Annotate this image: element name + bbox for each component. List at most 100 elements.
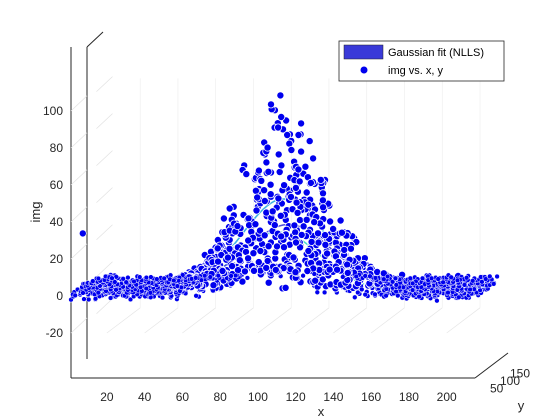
- data-point: [346, 244, 355, 253]
- x-tick-label: 20: [100, 390, 114, 404]
- data-point: [159, 294, 166, 301]
- grid-line: [70, 132, 88, 149]
- z-tick-label: 0: [56, 289, 63, 303]
- data-point: [291, 183, 300, 192]
- data-point: [252, 206, 261, 215]
- data-point: [263, 256, 272, 265]
- data-point: [193, 293, 199, 299]
- data-point: [274, 150, 283, 159]
- grid-line: [182, 307, 216, 334]
- data-point: [320, 231, 329, 240]
- data-point: [255, 226, 264, 235]
- data-point: [233, 222, 242, 231]
- data-point: [463, 275, 470, 281]
- data-point: [148, 274, 154, 280]
- data-point: [223, 253, 232, 262]
- data-point: [283, 130, 292, 139]
- data-point: [86, 296, 92, 303]
- x-tick-labels: 20 40 60 80 100 120 140 160 180 200: [100, 390, 457, 404]
- data-point: [389, 279, 396, 285]
- x-tick-label: 160: [361, 390, 381, 404]
- z-tick-label: 20: [50, 252, 64, 266]
- x-tick-label: 180: [399, 390, 419, 404]
- data-point: [321, 289, 328, 296]
- grid-line: [96, 76, 113, 92]
- data-point: [291, 268, 300, 277]
- data-point: [409, 287, 416, 293]
- data-point: [316, 175, 325, 184]
- data-point: [435, 276, 441, 282]
- x-tick-label: 80: [213, 390, 227, 404]
- grid-line: [96, 150, 113, 166]
- legend-swatch-gaussian-fit: [343, 44, 384, 60]
- axes-box: [70, 31, 509, 379]
- data-point: [297, 119, 306, 128]
- grid-line: [70, 169, 88, 186]
- data-point: [321, 240, 330, 249]
- data-point: [294, 130, 303, 139]
- z-tick-labels: -20 0 20 40 60 80 100: [43, 104, 63, 340]
- grid-line: [446, 307, 481, 334]
- data-point: [434, 298, 440, 304]
- y-axis-title: y: [518, 398, 525, 413]
- data-point: [276, 91, 285, 100]
- data-point: [314, 238, 323, 247]
- data-point: [262, 263, 271, 272]
- data-point: [381, 276, 387, 282]
- grid-line: [144, 307, 179, 334]
- back-top-edge: [86, 31, 104, 48]
- z-tick-label: 40: [50, 215, 64, 229]
- data-point: [174, 283, 181, 289]
- data-point: [470, 278, 476, 284]
- data-point: [276, 211, 285, 220]
- data-point: [228, 273, 234, 279]
- data-point: [494, 273, 500, 280]
- data-point: [419, 275, 426, 281]
- data-point: [253, 193, 262, 202]
- data-point: [306, 178, 315, 187]
- data-point: [215, 273, 221, 279]
- x-tick-label: 120: [286, 390, 306, 404]
- data-point: [274, 123, 283, 132]
- data-point: [294, 165, 303, 174]
- data-point: [392, 275, 399, 281]
- data-point: [249, 266, 258, 275]
- data-point: [78, 229, 87, 238]
- data-point: [353, 273, 359, 280]
- data-point: [280, 181, 289, 190]
- scatter-points: [68, 91, 500, 304]
- x-tick-label: 40: [138, 390, 152, 404]
- data-point: [279, 243, 288, 252]
- legend-label-gaussian-fit: Gaussian fit (NLLS): [388, 47, 484, 59]
- data-point: [325, 265, 334, 274]
- data-point: [268, 207, 277, 216]
- grid-line: [96, 261, 113, 277]
- grid-line: [257, 307, 292, 334]
- data-point: [461, 282, 468, 288]
- data-point: [323, 249, 332, 258]
- z-axis-title: img: [28, 202, 43, 223]
- data-point: [233, 266, 242, 275]
- y-tick-label: 100: [500, 374, 520, 388]
- data-point: [303, 266, 312, 275]
- data-point: [244, 214, 253, 223]
- data-point: [137, 284, 144, 290]
- data-point: [277, 161, 286, 170]
- data-point: [487, 273, 493, 280]
- data-point: [256, 246, 265, 255]
- z-tick-label: 60: [50, 178, 64, 192]
- data-point: [123, 279, 129, 285]
- data-point: [286, 192, 295, 201]
- data-point: [333, 265, 342, 274]
- data-point: [362, 291, 368, 298]
- data-point: [393, 288, 399, 295]
- data-point: [281, 283, 290, 292]
- data-point: [310, 218, 319, 227]
- data-point: [202, 273, 208, 279]
- grid-line: [370, 307, 405, 334]
- data-point: [301, 162, 310, 171]
- data-point: [287, 145, 296, 154]
- data-point: [109, 275, 115, 281]
- data-point: [218, 266, 227, 275]
- grid-line: [96, 298, 113, 315]
